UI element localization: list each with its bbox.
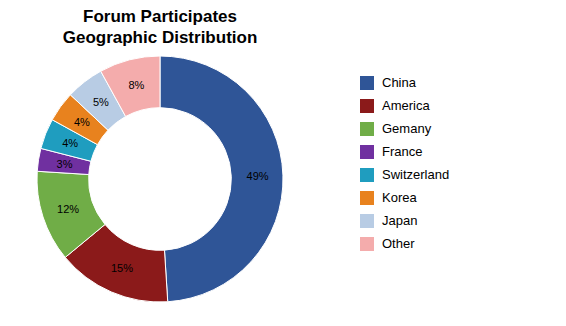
svg-text:5%: 5%: [93, 96, 109, 108]
html-text:China: China: [382, 75, 416, 90]
html-text:Gemany: Gemany: [382, 121, 432, 136]
html-text:Geographic Distribution: Geographic Distribution: [62, 28, 258, 47]
svg-text:12%: 12%: [57, 203, 79, 215]
svg-text:15%: 15%: [111, 262, 133, 274]
html-text:Korea: Korea: [382, 190, 417, 205]
svg-text:8%: 8%: [128, 79, 144, 91]
svg-text:49%: 49%: [247, 170, 269, 182]
html-text:Other: Other: [382, 236, 415, 251]
html-text:Switzerland: Switzerland: [382, 167, 450, 182]
svg-text:3%: 3%: [57, 158, 73, 170]
html-text:Japan: Japan: [382, 213, 418, 228]
svg-text:4%: 4%: [74, 116, 90, 128]
html-text:America: America: [382, 98, 430, 113]
html-text:Forum Participates: Forum Participates: [83, 7, 237, 26]
html-text:France: France: [382, 144, 423, 159]
svg-text:4%: 4%: [62, 137, 78, 149]
